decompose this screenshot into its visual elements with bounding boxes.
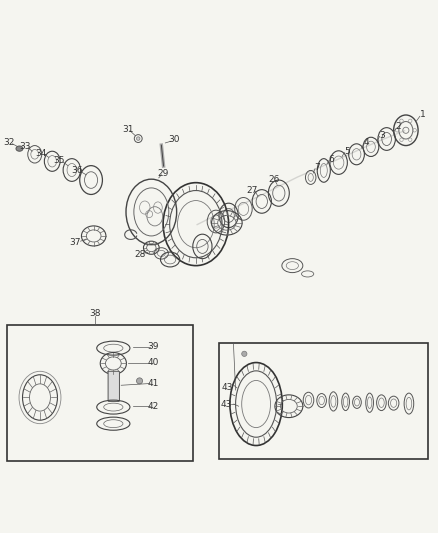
Text: 40: 40 bbox=[148, 358, 159, 367]
Circle shape bbox=[137, 137, 140, 140]
Text: 41: 41 bbox=[148, 378, 159, 387]
Text: 35: 35 bbox=[53, 156, 65, 165]
Text: 1: 1 bbox=[420, 110, 425, 119]
Text: 33: 33 bbox=[19, 142, 31, 151]
Text: 29: 29 bbox=[157, 169, 169, 178]
Text: 30: 30 bbox=[168, 135, 180, 144]
Text: 37: 37 bbox=[69, 238, 81, 247]
Text: 34: 34 bbox=[35, 149, 46, 158]
Bar bbox=[219, 343, 427, 458]
Text: 26: 26 bbox=[268, 175, 279, 184]
Text: 31: 31 bbox=[123, 125, 134, 134]
Text: 39: 39 bbox=[148, 342, 159, 351]
Circle shape bbox=[137, 378, 143, 384]
Text: 7: 7 bbox=[314, 163, 320, 172]
Text: 27: 27 bbox=[247, 185, 258, 195]
Text: 36: 36 bbox=[71, 166, 82, 175]
Text: 6: 6 bbox=[329, 155, 335, 164]
Ellipse shape bbox=[16, 146, 23, 151]
Text: 4: 4 bbox=[364, 139, 369, 148]
Text: 42: 42 bbox=[148, 402, 159, 411]
Text: 43: 43 bbox=[221, 383, 233, 392]
Text: 5: 5 bbox=[344, 147, 350, 156]
Text: 2: 2 bbox=[395, 122, 401, 131]
Text: 32: 32 bbox=[4, 138, 15, 147]
Text: 38: 38 bbox=[89, 309, 100, 318]
Circle shape bbox=[242, 351, 247, 357]
Bar bbox=[7, 326, 193, 461]
FancyBboxPatch shape bbox=[108, 372, 120, 401]
Text: 28: 28 bbox=[135, 250, 146, 259]
Text: 3: 3 bbox=[379, 131, 385, 140]
Text: 43: 43 bbox=[221, 400, 232, 408]
